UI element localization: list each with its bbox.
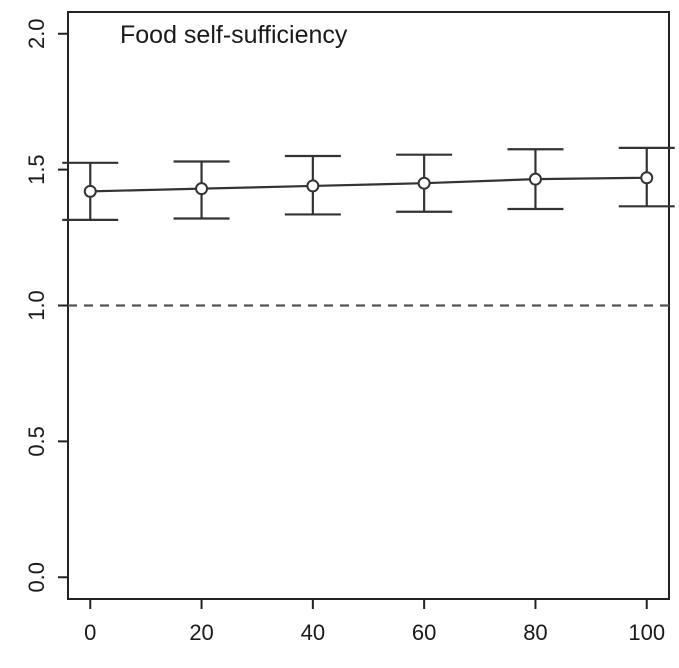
y-tick-label: 0.5 bbox=[24, 426, 49, 457]
series-line bbox=[90, 176, 647, 193]
data-point bbox=[83, 184, 97, 198]
data-point bbox=[306, 179, 320, 193]
y-tick-label: 1.5 bbox=[24, 154, 49, 185]
x-tick-label: 20 bbox=[189, 620, 213, 645]
x-tick-label: 0 bbox=[84, 620, 96, 645]
x-tick-label: 60 bbox=[412, 620, 436, 645]
plot-frame bbox=[67, 11, 670, 600]
y-tick-label: 0.0 bbox=[24, 562, 49, 593]
x-tick-label: 40 bbox=[301, 620, 325, 645]
data-point bbox=[195, 182, 209, 196]
x-tick-label: 80 bbox=[523, 620, 547, 645]
y-tick-label: 2.0 bbox=[24, 18, 49, 49]
data-point bbox=[640, 171, 654, 185]
y-tick-label: 1.0 bbox=[24, 290, 49, 321]
data-point bbox=[528, 172, 542, 186]
chart-title: Food self-sufficiency bbox=[120, 21, 348, 49]
data-point bbox=[417, 176, 431, 190]
x-tick-label: 100 bbox=[628, 620, 665, 645]
